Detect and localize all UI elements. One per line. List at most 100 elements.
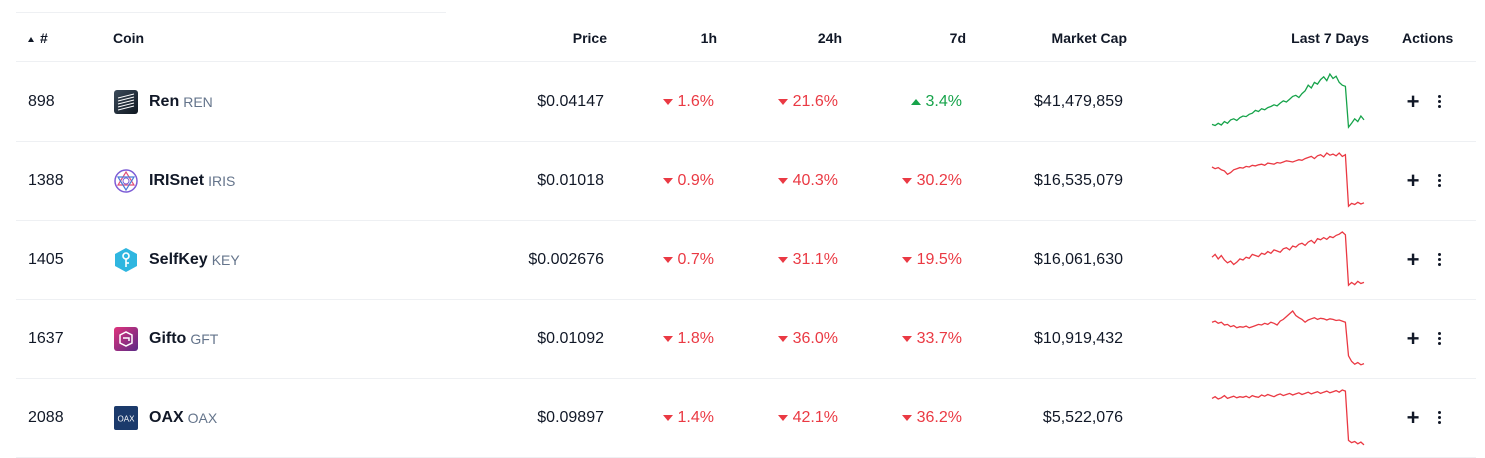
price-cell: $0.04147 (537, 92, 604, 110)
market-cap-cell: $16,061,630 (1034, 250, 1123, 268)
change-24h-cell: 40.3% (726, 141, 838, 220)
coin-name[interactable]: IRISnet (149, 171, 205, 189)
selfkey-logo-icon (113, 247, 139, 273)
price-cell: $0.002676 (528, 250, 604, 268)
price-cell: $0.01092 (537, 329, 604, 347)
actions-cell: + (1401, 141, 1461, 220)
d7-header[interactable]: 7d (949, 30, 966, 46)
change-24h-value: 21.6% (792, 92, 838, 110)
rank-cell: 1637 (28, 329, 64, 347)
caret-down-icon (777, 256, 788, 263)
sort-asc-icon (28, 36, 34, 42)
sparkline-path (1211, 309, 1365, 366)
change-7d-value: 19.5% (916, 250, 962, 268)
caret-down-icon (901, 256, 912, 263)
caret-up-icon (910, 98, 921, 105)
change-1h-cell: 1.4% (616, 378, 714, 457)
add-to-watchlist-button[interactable]: + (1406, 88, 1420, 114)
coin-symbol: KEY (211, 251, 240, 268)
coin-cell[interactable]: Ren REN (113, 62, 433, 141)
sparkline-chart (1211, 309, 1365, 366)
coin-cell[interactable]: OAX OAX OAX (113, 378, 433, 457)
table-row[interactable]: 1388 IRISnet IRIS $0.01018 0.9% 40.3% 30.2% $16… (16, 141, 1476, 221)
change-1h-value: 0.9% (677, 171, 714, 189)
market-cap-cell: $5,522,076 (1042, 408, 1123, 426)
market-cap-header[interactable]: Market Cap (1051, 30, 1127, 46)
table-row[interactable]: 898 Ren REN $0.04147 1.6% 21.6% 3.4% $41,479,85… (16, 62, 1476, 142)
more-options-icon[interactable] (1433, 94, 1445, 109)
change-7d-cell: 3.4% (851, 62, 962, 141)
coin-symbol: REN (183, 93, 213, 110)
rank-cell: 898 (28, 92, 55, 110)
rank-cell: 1405 (28, 250, 64, 268)
market-cap-cell: $10,919,432 (1034, 329, 1123, 347)
top-divider (16, 12, 446, 13)
rank-cell: 1388 (28, 171, 64, 189)
add-to-watchlist-button[interactable]: + (1406, 325, 1420, 351)
table-row[interactable]: 2088 OAX OAX OAX $0.09897 1.4% 42.1% 36.2% $5,52… (16, 378, 1476, 458)
coin-cell[interactable]: IRISnet IRIS (113, 141, 433, 220)
change-7d-cell: 19.5% (851, 220, 962, 299)
more-options-icon[interactable] (1433, 173, 1445, 188)
gifto-logo-icon (113, 326, 139, 352)
change-1h-value: 1.8% (677, 329, 714, 347)
change-7d-value: 30.2% (916, 171, 962, 189)
change-24h-value: 31.1% (792, 250, 838, 268)
caret-down-icon (901, 177, 912, 184)
caret-down-icon (662, 335, 673, 342)
sparkline-path (1211, 72, 1365, 129)
sparkline-chart (1211, 230, 1365, 287)
coin-cell[interactable]: SelfKey KEY (113, 220, 433, 299)
rank-cell: 2088 (28, 408, 64, 426)
price-header[interactable]: Price (572, 30, 607, 46)
add-to-watchlist-button[interactable]: + (1406, 167, 1420, 193)
market-cap-cell: $16,535,079 (1034, 171, 1123, 189)
table-header: # Coin Price 1h 24h 7d Market Cap Last 7… (16, 12, 1476, 62)
change-24h-value: 42.1% (792, 408, 838, 426)
h1-header[interactable]: 1h (700, 30, 717, 46)
actions-cell: + (1401, 299, 1461, 378)
actions-header: Actions (1402, 30, 1454, 46)
change-7d-value: 3.4% (925, 92, 962, 110)
more-options-icon[interactable] (1433, 331, 1445, 346)
add-to-watchlist-button[interactable]: + (1406, 404, 1420, 430)
coin-symbol: GFT (190, 330, 219, 347)
table-row[interactable]: 1405 SelfKey KEY $0.002676 0.7% 31.1% 19.5% $16… (16, 220, 1476, 300)
caret-down-icon (777, 414, 788, 421)
change-7d-value: 36.2% (916, 408, 962, 426)
actions-cell: + (1401, 220, 1461, 299)
change-24h-value: 40.3% (792, 171, 838, 189)
change-1h-cell: 0.9% (616, 141, 714, 220)
ren-logo-icon (113, 89, 139, 115)
actions-cell: + (1401, 62, 1461, 141)
rank-header[interactable]: # (28, 30, 48, 46)
h24-header[interactable]: 24h (817, 30, 842, 46)
change-1h-value: 0.7% (677, 250, 714, 268)
change-24h-cell: 36.0% (726, 299, 838, 378)
market-cap-cell: $41,479,859 (1034, 92, 1123, 110)
change-24h-cell: 42.1% (726, 378, 838, 457)
last7-header: Last 7 Days (1291, 30, 1369, 46)
add-to-watchlist-button[interactable]: + (1406, 246, 1420, 272)
sparkline-path (1211, 151, 1365, 208)
coin-name[interactable]: Ren (149, 92, 180, 110)
coin-name[interactable]: SelfKey (149, 250, 208, 268)
table-row[interactable]: 1637 Gifto GFT $0.01092 1.8% 36.0% 33.7% $10,91… (16, 299, 1476, 379)
sparkline-chart (1211, 151, 1365, 208)
sparkline-cell (1208, 299, 1368, 378)
change-7d-cell: 36.2% (851, 378, 962, 457)
caret-down-icon (662, 98, 673, 105)
change-24h-cell: 31.1% (726, 220, 838, 299)
sparkline-chart (1211, 388, 1365, 445)
change-7d-cell: 30.2% (851, 141, 962, 220)
caret-down-icon (901, 335, 912, 342)
change-7d-cell: 33.7% (851, 299, 962, 378)
change-24h-cell: 21.6% (726, 62, 838, 141)
more-options-icon[interactable] (1433, 252, 1445, 267)
coin-name[interactable]: Gifto (149, 329, 187, 347)
coin-name[interactable]: OAX (149, 408, 184, 426)
coin-cell[interactable]: Gifto GFT (113, 299, 433, 378)
coin-header[interactable]: Coin (113, 30, 145, 46)
coin-symbol: OAX (187, 409, 218, 426)
more-options-icon[interactable] (1433, 410, 1445, 425)
